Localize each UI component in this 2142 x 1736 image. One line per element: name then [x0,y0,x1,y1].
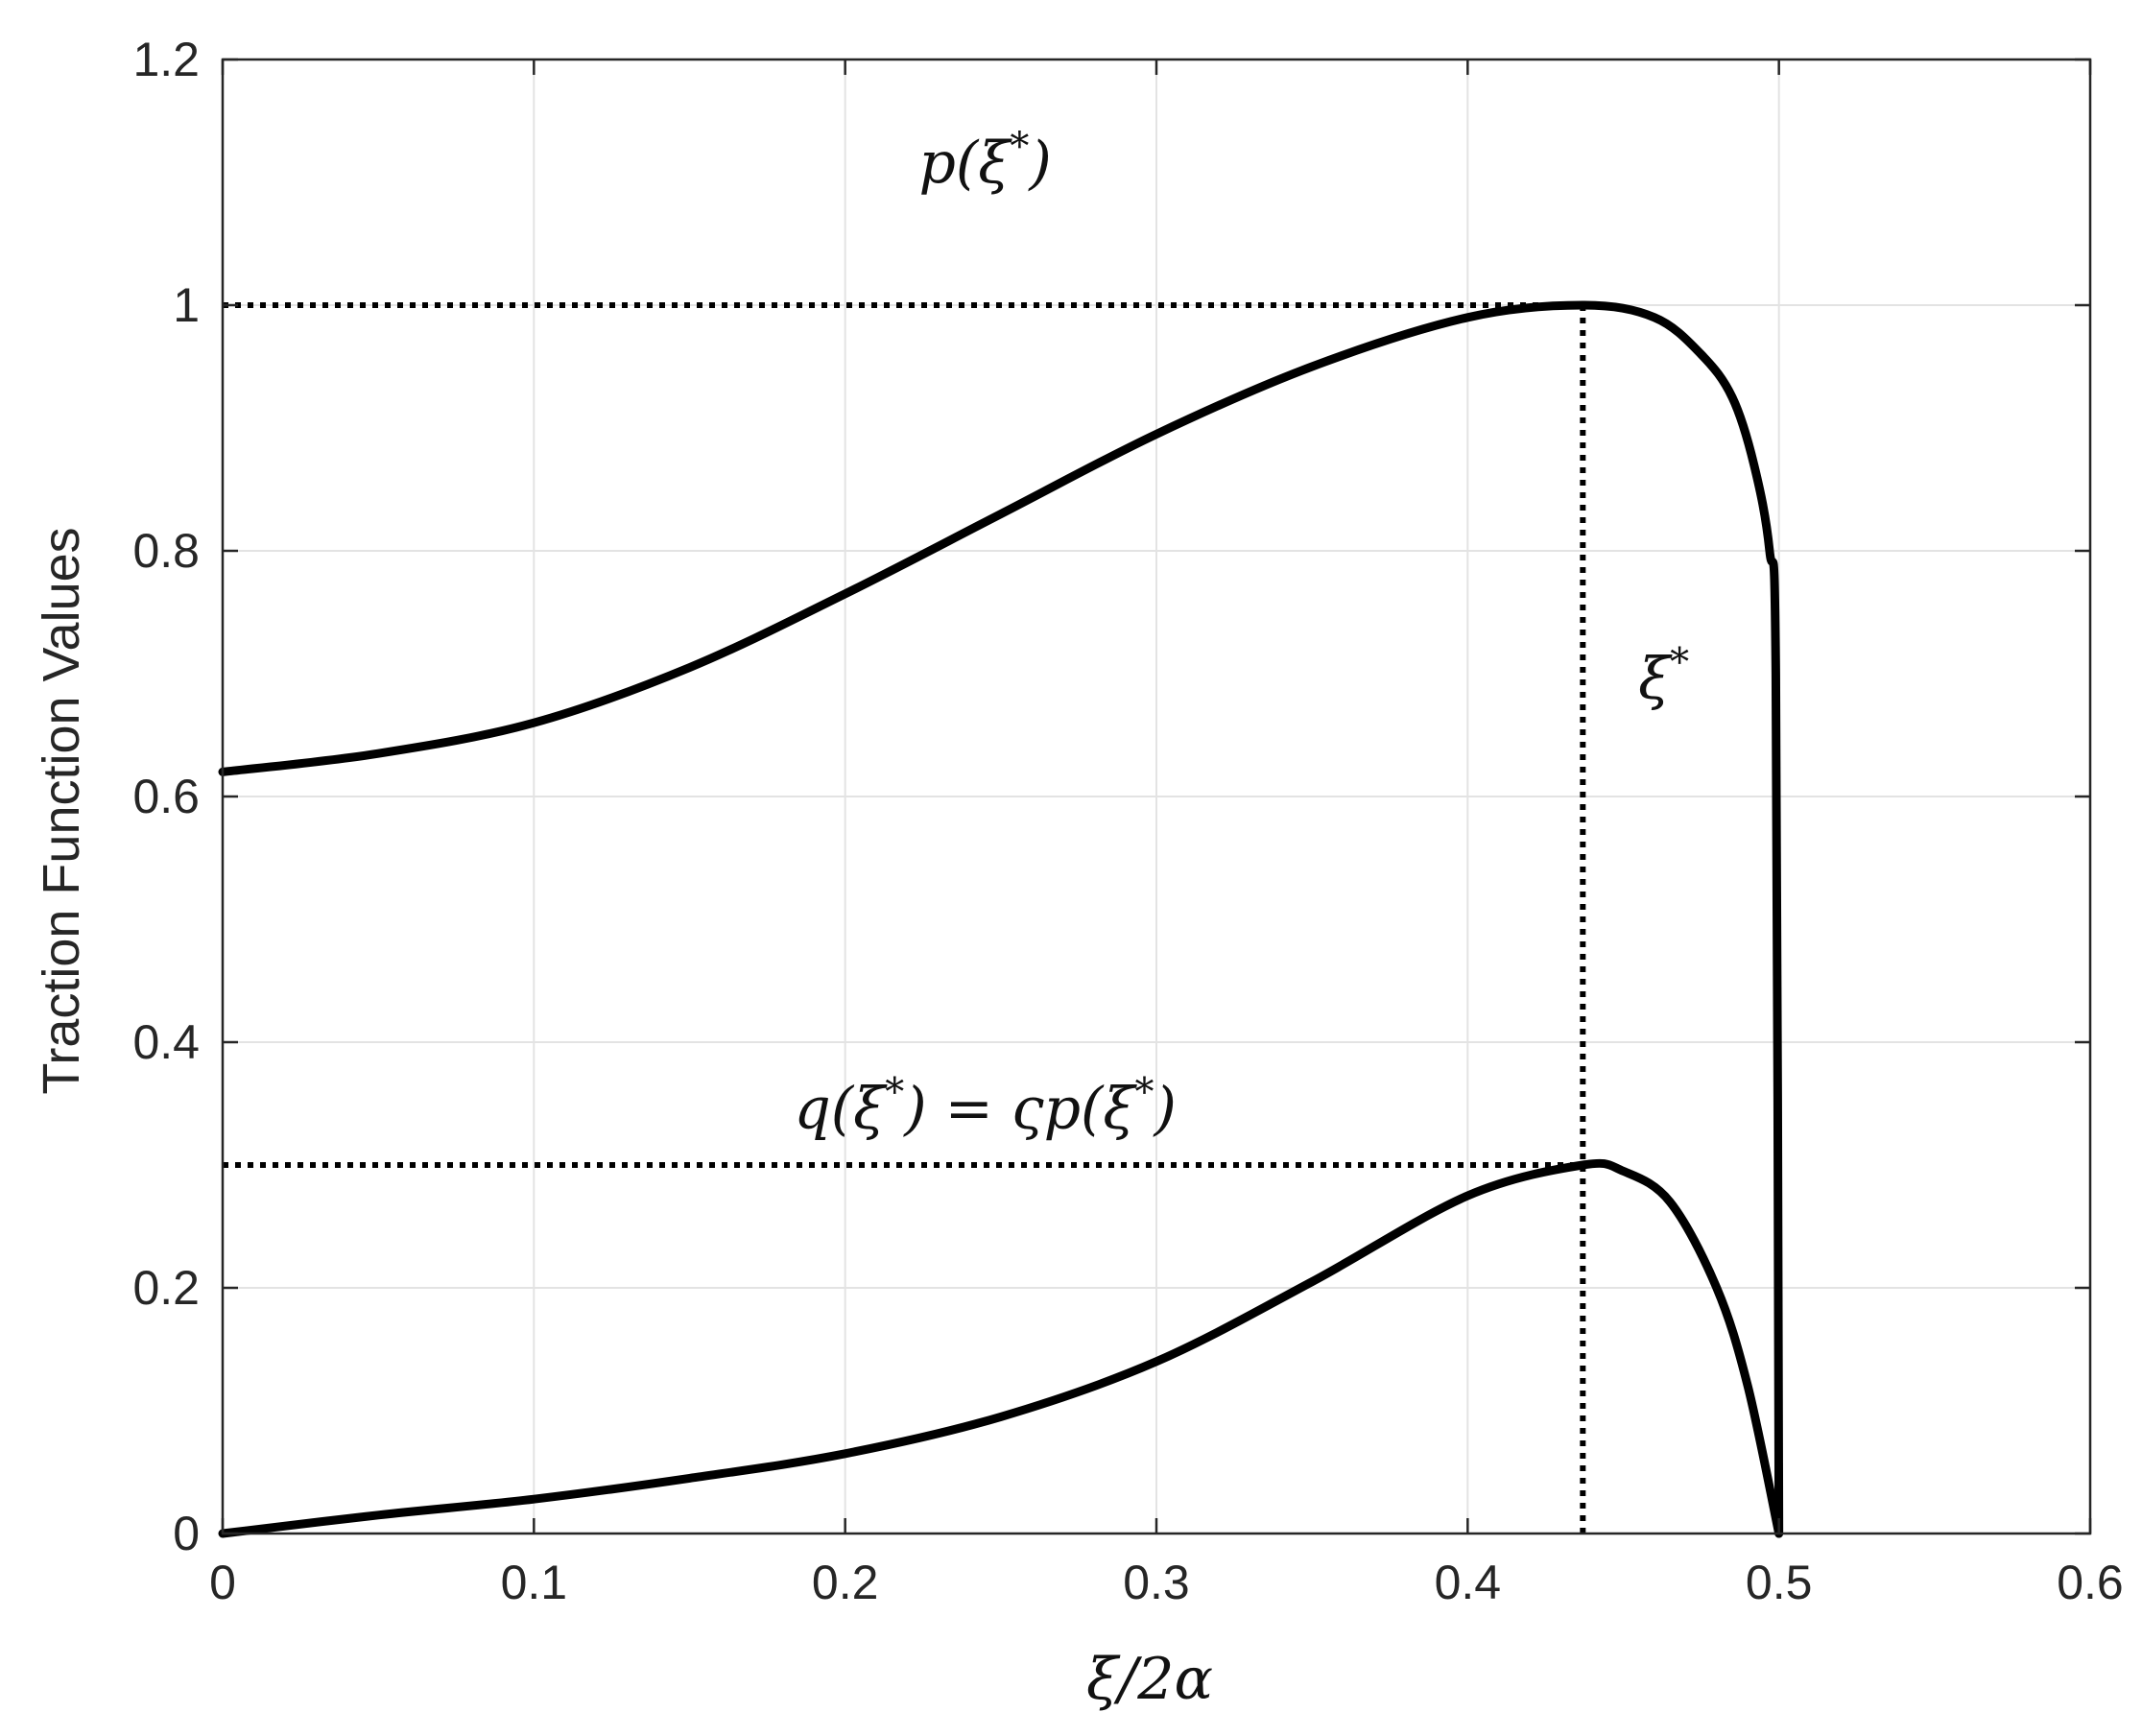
annotation-q-xi-star: q(ξ*) = ςp(ξ*) [794,1071,1177,1143]
y-tick-label: 0.4 [132,1015,200,1069]
y-axis-label: Traction Function Values [33,527,90,1094]
y-tick-label: 1 [173,278,200,332]
x-axis-label: ξ/2α [1086,1646,1213,1713]
x-tick-label: 0.5 [1746,1556,1813,1609]
y-tick-label: 0.8 [132,524,200,578]
reference-lines [223,302,1586,1534]
annotation-xi-star: ξ* [1638,641,1689,713]
x-tick-label: 0.4 [1435,1556,1502,1609]
x-tick-label: 0.3 [1123,1556,1190,1609]
y-tick-label: 0.6 [132,770,200,823]
y-ticks: 0 0.2 0.4 0.6 0.8 1 1.2 [132,33,2090,1560]
annotation-p-xi-star: p(ξ*) [918,125,1051,197]
grid [222,59,2091,1534]
x-tick-label: 0.2 [812,1556,879,1609]
x-tick-label: 0 [209,1556,236,1609]
y-tick-label: 0.2 [132,1261,200,1315]
y-tick-label: 1.2 [132,33,200,86]
series-line-1 [218,300,1784,1538]
y-tick-label: 0 [173,1507,200,1560]
series-line-2 [218,1158,1784,1538]
series-group [218,300,1784,1538]
x-tick-label: 0.1 [501,1556,568,1609]
x-tick-label: 0.6 [2057,1556,2124,1609]
x-ticks: 0 0.1 0.2 0.3 0.4 0.5 0.6 [209,59,2124,1609]
